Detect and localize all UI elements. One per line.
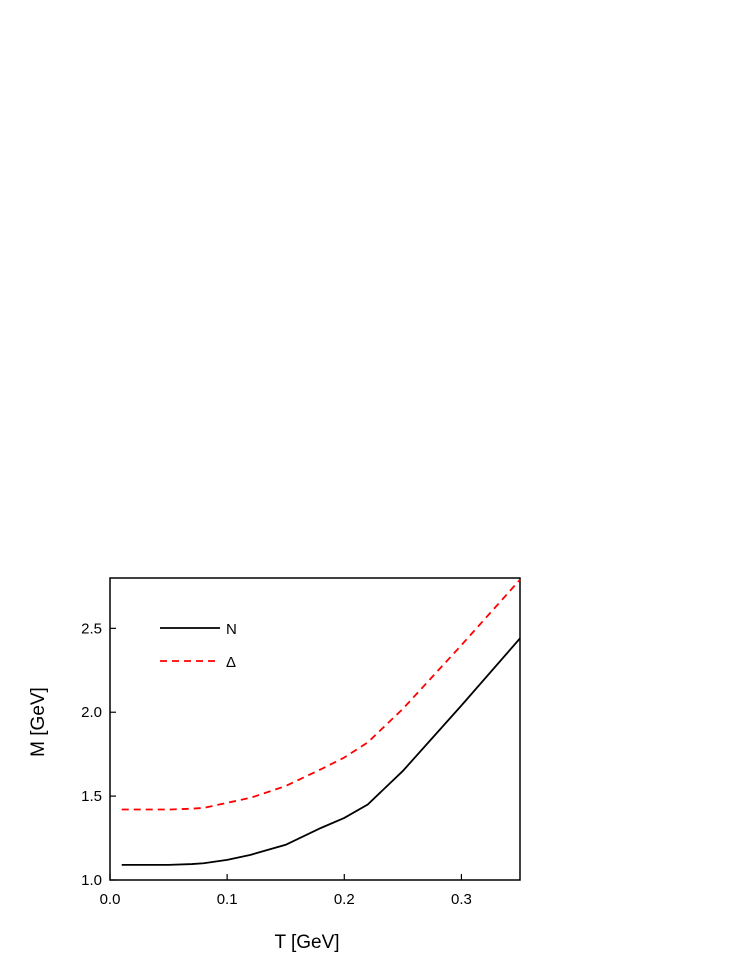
y-tick-label: 1.0 — [81, 872, 102, 889]
x-tick-label: 0.0 — [100, 891, 121, 908]
plot-frame — [109, 577, 521, 881]
x-tick-label: 0.3 — [451, 891, 472, 908]
y-axis-label: M [GeV] — [28, 687, 49, 757]
x-axis-label: T [GeV] — [274, 932, 339, 953]
y-tick-label: 1.5 — [81, 788, 102, 805]
legend-label: Δ — [226, 654, 236, 671]
line-series — [121, 637, 521, 866]
y-tick-label: 2.0 — [81, 704, 102, 721]
legend-label: N — [226, 621, 237, 638]
x-tick-label: 0.1 — [217, 891, 238, 908]
line-series — [121, 579, 521, 811]
y-tick-label: 2.5 — [81, 620, 102, 637]
x-tick-label: 0.2 — [334, 891, 355, 908]
